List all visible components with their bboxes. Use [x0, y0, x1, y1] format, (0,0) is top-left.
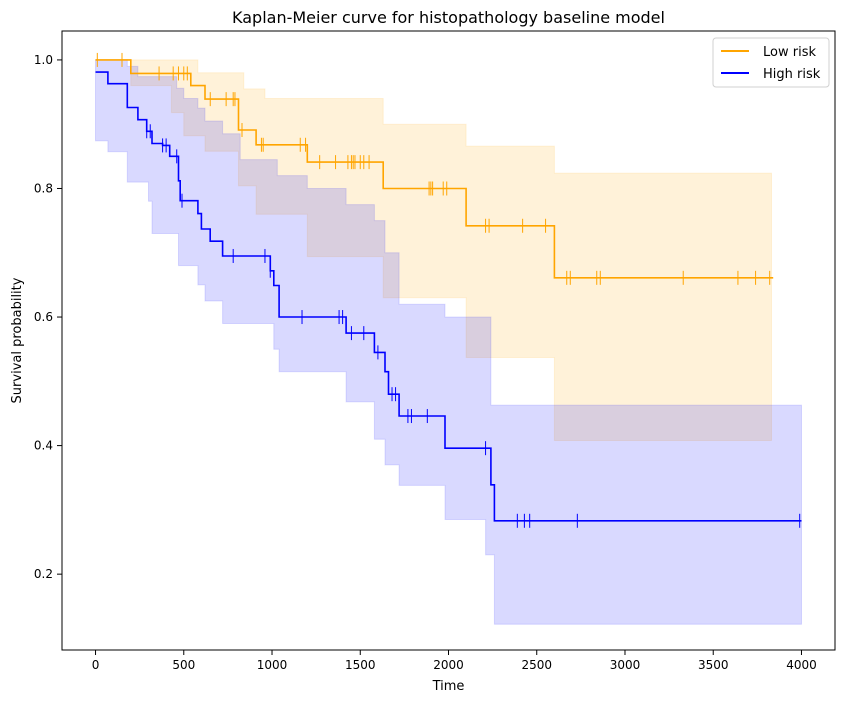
x-tick-label: 3000	[610, 658, 641, 672]
x-axis-ticks: 0 500 1000 1500 2000 2500 3000 3500 4000	[92, 650, 817, 672]
x-tick-label: 2000	[433, 658, 464, 672]
survival-curve-low-risk	[95, 59, 774, 279]
y-tick-label: 0.2	[34, 567, 53, 581]
y-axis-label: Survival probability	[10, 277, 25, 403]
x-tick-label: 1500	[345, 658, 376, 672]
legend-label-high-risk: High risk	[763, 67, 821, 82]
x-axis-label: Time	[432, 679, 465, 694]
y-tick-label: 0.4	[34, 439, 53, 453]
x-tick-label: 2500	[521, 658, 552, 672]
y-tick-label: 0.8	[34, 181, 53, 195]
confidence-band-high-risk	[95, 59, 802, 625]
x-tick-label: 3500	[698, 658, 729, 672]
survival-curve-high-risk	[95, 71, 802, 522]
confidence-band-low-risk	[95, 59, 772, 441]
legend-label-low-risk: Low risk	[763, 45, 816, 60]
y-tick-label: 0.6	[34, 310, 53, 324]
x-tick-label: 1000	[257, 658, 288, 672]
x-tick-label: 4000	[786, 658, 817, 672]
x-tick-label: 0	[92, 658, 100, 672]
y-tick-label: 1.0	[34, 53, 53, 67]
chart-title: Kaplan-Meier curve for histopathology ba…	[232, 8, 665, 27]
x-tick-label: 500	[172, 658, 195, 672]
legend: Low risk High risk	[712, 37, 830, 88]
y-axis-ticks: 0.2 0.4 0.6 0.8 1.0	[34, 53, 62, 581]
plot-area	[95, 52, 802, 625]
